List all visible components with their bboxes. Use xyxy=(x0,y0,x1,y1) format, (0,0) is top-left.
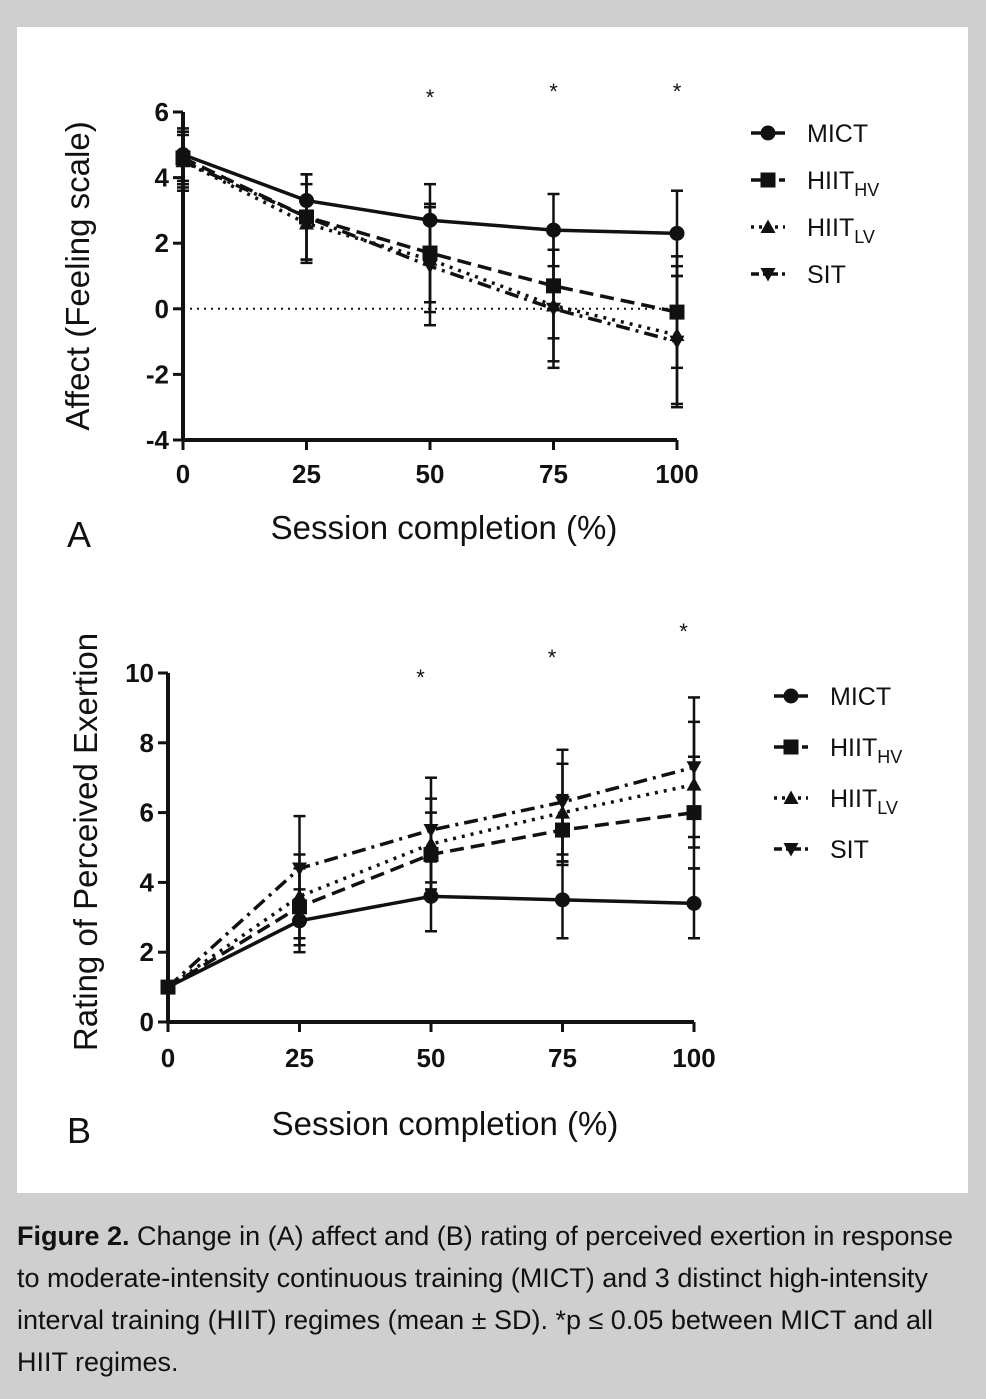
data-point xyxy=(175,155,191,169)
panel-letter: A xyxy=(67,514,91,555)
legend-label: HIITLV xyxy=(830,785,898,818)
x-tick-label: 50 xyxy=(417,1043,446,1073)
data-point xyxy=(555,892,570,908)
x-tick-label: 25 xyxy=(285,1043,314,1073)
significance-star: * xyxy=(549,79,558,104)
y-axis-title: Affect (Feeling scale) xyxy=(59,121,96,430)
legend-marker xyxy=(783,739,799,755)
caption-text: Change in (A) affect and (B) rating of p… xyxy=(17,1221,954,1377)
y-tick-label: 4 xyxy=(140,867,155,897)
legend-marker xyxy=(783,688,799,704)
y-tick-label: 6 xyxy=(140,798,154,828)
legend-marker xyxy=(760,172,776,188)
figure-panel: -4 -2 0 2 4 6 0 25 50 75 100 * * * Affect (Feeling sca… xyxy=(17,27,968,1193)
data-point xyxy=(160,981,176,995)
y-tick-label: 8 xyxy=(140,728,154,758)
legend-marker xyxy=(783,843,799,857)
data-point xyxy=(555,796,570,810)
data-point xyxy=(423,824,439,838)
legend: MICT HIITHV HIITLV SIT xyxy=(751,120,879,289)
data-point xyxy=(299,210,314,225)
legend-marker xyxy=(760,219,776,233)
series-sit xyxy=(160,696,702,995)
data-point xyxy=(292,862,307,876)
legend-label: MICT xyxy=(807,120,868,148)
significance-star: * xyxy=(679,619,688,644)
y-tick-label: 6 xyxy=(155,97,169,127)
figure-caption: Figure 2. Change in (A) affect and (B) r… xyxy=(17,1215,972,1383)
x-tick-label: 0 xyxy=(176,459,190,489)
series-sit xyxy=(175,130,685,409)
legend-label: HIITHV xyxy=(830,734,902,767)
legend-marker xyxy=(760,268,776,282)
y-tick-label: 4 xyxy=(155,163,170,193)
significance-star: * xyxy=(548,645,557,670)
legend-marker xyxy=(760,125,776,141)
legend-marker xyxy=(783,790,799,804)
x-tick-label: 25 xyxy=(292,459,321,489)
y-tick-label: 2 xyxy=(140,937,154,967)
y-tick-label: 2 xyxy=(155,228,169,258)
data-point xyxy=(669,225,685,241)
legend-label: SIT xyxy=(830,836,869,864)
legend-label: MICT xyxy=(830,683,891,711)
data-point xyxy=(546,302,561,317)
legend-label: HIITLV xyxy=(807,214,875,247)
series-line xyxy=(166,765,695,989)
y-tick-label: -2 xyxy=(146,359,169,389)
y-axis-title: Rating of Perceived Exertion xyxy=(67,633,104,1051)
x-axis-title: Session completion (%) xyxy=(271,509,618,546)
data-point xyxy=(669,335,685,350)
y-tick-label: 0 xyxy=(140,1007,154,1037)
series-line xyxy=(182,159,678,337)
chart-panel-a: -4 -2 0 2 4 6 0 25 50 75 100 * * * Affect (Feeling sca… xyxy=(59,79,879,555)
x-tick-label: 75 xyxy=(539,459,568,489)
y-tick-label: -4 xyxy=(146,425,170,455)
data-point xyxy=(422,260,438,274)
data-point xyxy=(686,895,702,911)
y-tick-label: 10 xyxy=(125,658,154,688)
x-tick-label: 75 xyxy=(548,1043,577,1073)
x-tick-label: 100 xyxy=(672,1043,715,1073)
data-point xyxy=(686,761,702,775)
panel-letter: B xyxy=(67,1110,91,1151)
x-tick-label: 100 xyxy=(655,459,698,489)
x-tick-label: 50 xyxy=(416,459,445,489)
x-axis-title: Session completion (%) xyxy=(272,1105,619,1142)
x-tick-label: 0 xyxy=(161,1043,175,1073)
significance-star: * xyxy=(673,79,682,104)
y-tick-label: 0 xyxy=(155,294,169,324)
legend-label: SIT xyxy=(807,261,846,289)
legend: MICT HIITHV HIITLV SIT xyxy=(774,683,902,864)
significance-star: * xyxy=(426,85,435,110)
legend-label: HIITHV xyxy=(807,167,879,200)
caption-lead: Figure 2. xyxy=(17,1221,130,1251)
significance-star: * xyxy=(416,665,425,690)
